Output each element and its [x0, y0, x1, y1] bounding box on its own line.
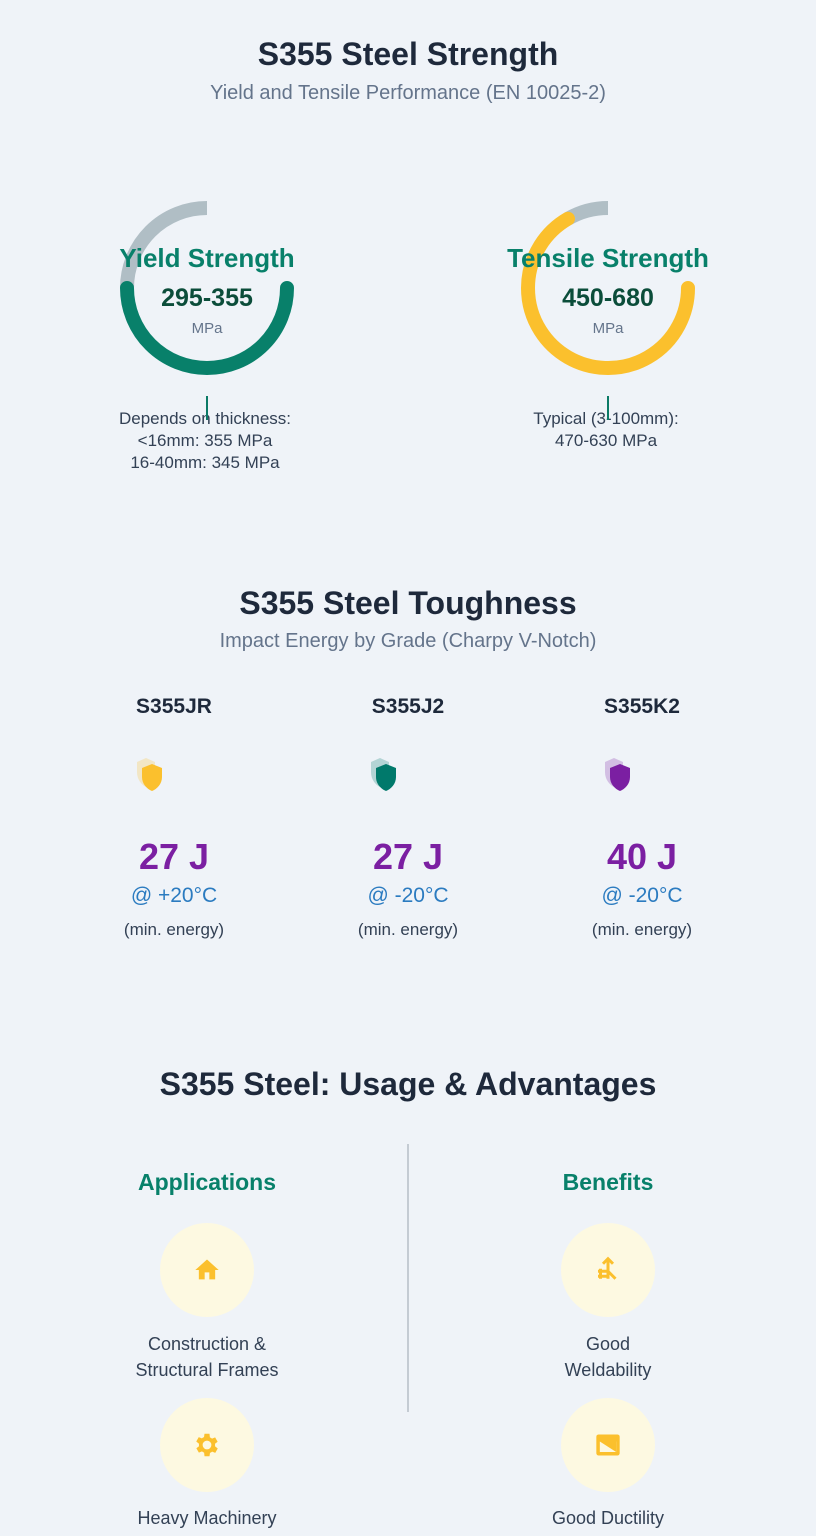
benefit-item-weldability: Good Weldability: [458, 1331, 758, 1383]
strength-title: S355 Steel Strength: [257, 36, 559, 72]
application-item-machinery: Heavy Machinery: [137, 1508, 277, 1528]
tensile-gauge-label: Tensile Strength: [507, 243, 709, 273]
yield-pointer-tick: [206, 396, 208, 420]
tensile-gauge-value: 450-680: [562, 284, 654, 312]
impact-energy: 27 J: [138, 836, 210, 877]
note-line: Typical (3-100mm):: [533, 409, 679, 428]
yield-gauge-unit: MPa: [191, 320, 223, 337]
home-icon-circle: [160, 1223, 254, 1317]
merge-arrows-icon: [598, 1256, 617, 1280]
note-line: <16mm: 355 MPa: [137, 431, 273, 450]
yield-gauge-value: 295-355: [161, 284, 253, 312]
yield-gauge-track: [120, 201, 208, 289]
impact-energy: 40 J: [606, 836, 678, 877]
yield-note: Depends on thickness: <16mm: 355 MPa 16-…: [55, 408, 355, 474]
grade-name: S355J2: [371, 695, 445, 718]
application-item-construction: Construction & Structural Frames: [57, 1331, 357, 1383]
yield-gauge-fill: [120, 281, 294, 375]
shield-icon: [605, 758, 630, 791]
note-line: 16-40mm: 345 MPa: [130, 453, 280, 472]
note-line: 470-630 MPa: [554, 431, 658, 450]
benefits-heading: Benefits: [562, 1169, 654, 1195]
usage-title: S355 Steel: Usage & Advantages: [159, 1066, 657, 1102]
impact-energy: 27 J: [372, 836, 444, 877]
shield-icon: [137, 758, 162, 791]
energy-note: (min. energy): [357, 920, 459, 939]
item-line: Construction &: [147, 1334, 267, 1354]
item-line: Good: [585, 1334, 631, 1354]
note-line: Depends on thickness:: [119, 409, 291, 428]
toughness-title: S355 Steel Toughness: [239, 585, 577, 621]
gear-icon-circle: [160, 1398, 254, 1492]
grade-name: S355JR: [136, 695, 212, 718]
strength-subtitle: Yield and Tensile Performance (EN 10025-…: [210, 82, 606, 104]
toughness-subtitle: Impact Energy by Grade (Charpy V-Notch): [219, 630, 597, 652]
strength-gauges: [120, 201, 695, 375]
shield-icon: [371, 758, 396, 791]
tensile-pointer-tick: [607, 396, 609, 420]
test-temperature: @ -20°C: [367, 884, 449, 907]
applications-heading: Applications: [137, 1169, 276, 1195]
panel-icon: [596, 1434, 620, 1456]
grade-name: S355K2: [604, 695, 680, 718]
panel-icon-circle: [561, 1398, 655, 1492]
column-divider: [407, 1144, 409, 1412]
item-line: Weldability: [564, 1360, 652, 1380]
home-icon: [195, 1259, 219, 1280]
energy-note: (min. energy): [123, 920, 225, 939]
tensile-note: Typical (3-100mm): 470-630 MPa: [456, 408, 756, 452]
tensile-gauge-fill: [521, 211, 695, 375]
item-line: Structural Frames: [135, 1360, 279, 1380]
test-temperature: @ -20°C: [601, 884, 683, 907]
benefit-item-ductility: Good Ductility: [551, 1508, 665, 1528]
tensile-gauge-unit: MPa: [592, 320, 624, 337]
test-temperature: @ +20°C: [130, 884, 218, 907]
gear-icon: [196, 1433, 218, 1457]
weld-icon-circle: [561, 1223, 655, 1317]
yield-gauge-label: Yield Strength: [119, 243, 295, 273]
energy-note: (min. energy): [591, 920, 693, 939]
